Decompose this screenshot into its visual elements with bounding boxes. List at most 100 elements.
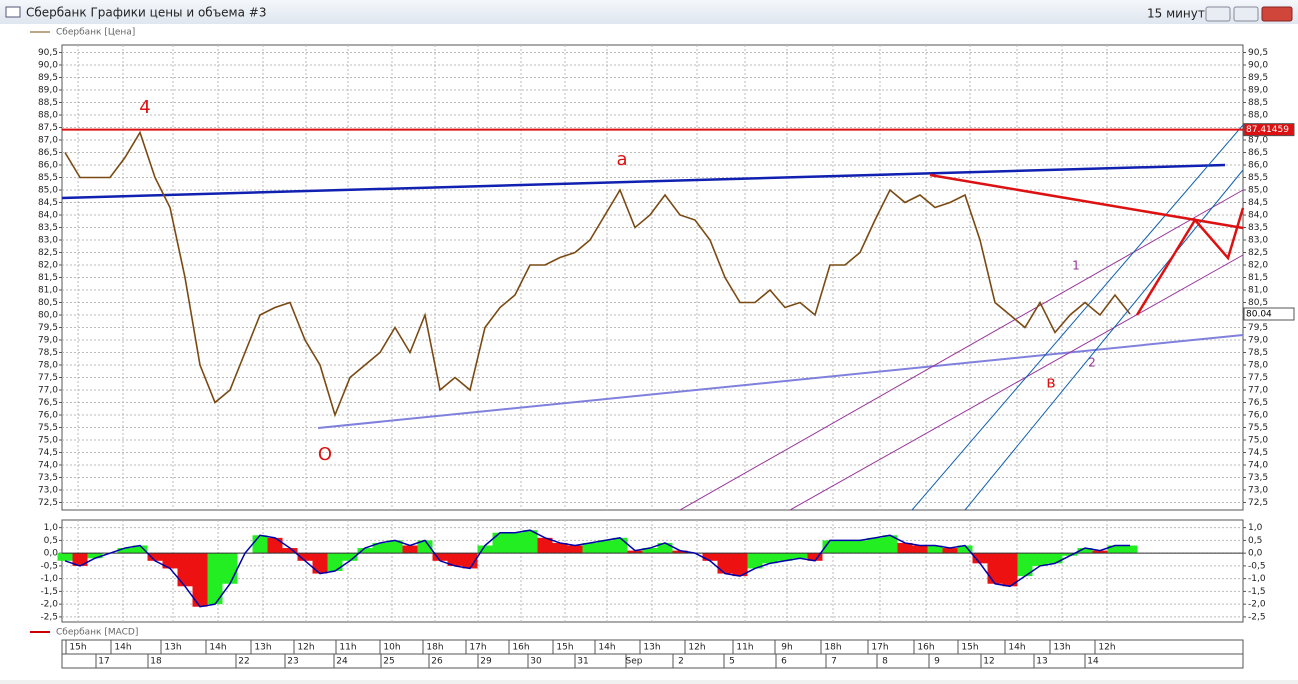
wave-label: 1: [1072, 259, 1080, 273]
legend-label: Сбербанк [Цена]: [56, 28, 135, 38]
macd-bar: [507, 532, 523, 554]
macd-bar: [327, 553, 343, 571]
wave-label: 4: [139, 97, 150, 118]
y-tick-label: -2,5: [1248, 612, 1266, 622]
y-tick-label: 74,0: [38, 461, 58, 471]
hour-label: 13h: [643, 643, 660, 653]
date-label: 6: [781, 657, 787, 667]
macd-bar: [222, 553, 238, 584]
hour-label: 14h: [1008, 643, 1025, 653]
y-tick-label: -1,5: [1248, 587, 1266, 597]
y-tick-label: 84,5: [38, 198, 58, 208]
macd-bar: [537, 537, 553, 554]
macd-bar: [672, 550, 688, 554]
price-tag-label: 87.41459: [1246, 125, 1289, 135]
y-tick-label: 76,0: [1248, 411, 1268, 421]
y-tick-label: 82,5: [1248, 248, 1268, 258]
macd-bar: [267, 537, 283, 554]
price-tag-label: 80.04: [1246, 310, 1272, 320]
timeframe[interactable]: 15 минут: [1147, 7, 1205, 21]
macd-bar: [1032, 553, 1048, 566]
macd-bar: [987, 553, 1003, 584]
y-tick-label: 78,0: [1248, 361, 1268, 371]
minimize-button[interactable]: [1205, 6, 1231, 22]
y-tick-label: 80,0: [38, 311, 58, 321]
y-tick-label: -2,0: [1248, 600, 1266, 610]
y-tick-label: 78,0: [38, 361, 58, 371]
date-label: Sep: [626, 657, 643, 667]
hour-label: 15h: [961, 643, 978, 653]
hour-label: 14h: [209, 643, 226, 653]
price-tag: [1243, 123, 1295, 137]
macd-bar: [402, 545, 418, 554]
y-tick-label: 88,5: [38, 98, 58, 108]
y-tick-label: 81,0: [38, 286, 58, 296]
macd-bar: [1092, 550, 1108, 554]
y-tick-label: 77,5: [1248, 373, 1268, 383]
macd-bar: [357, 548, 373, 554]
date-label: 22: [238, 657, 249, 667]
y-tick-label: -1,5: [40, 587, 58, 597]
y-tick-label: 1,0: [44, 523, 59, 533]
y-tick-label: 79,0: [1248, 336, 1268, 346]
y-tick-label: 90,0: [38, 61, 58, 71]
y-tick-label: 83,5: [1248, 223, 1268, 233]
macd-bar: [342, 553, 358, 561]
y-tick-label: 85,5: [1248, 173, 1268, 183]
macd-bar: [702, 553, 718, 561]
macd-bar: [657, 542, 673, 554]
price-tag: [1243, 307, 1295, 321]
y-tick-label: 89,5: [1248, 73, 1268, 83]
macd-bar: [297, 553, 313, 561]
hour-label: 15h: [556, 643, 573, 653]
y-tick-label: -2,5: [40, 612, 58, 622]
trend-line: [317, 334, 1244, 429]
macd-bar: [807, 553, 823, 561]
y-tick-label: 0,0: [44, 549, 59, 559]
y-tick-label: 77,5: [38, 373, 58, 383]
y-tick-label: 75,0: [1248, 436, 1268, 446]
macd-bar: [312, 553, 328, 574]
date-label: 23: [287, 657, 298, 667]
y-tick-label: 72,5: [1248, 498, 1268, 508]
date-label: 12: [983, 657, 994, 667]
y-tick-label: 1,0: [1248, 523, 1263, 533]
y-tick-label: 79,5: [1248, 323, 1268, 333]
hour-label: 13h: [1053, 643, 1070, 653]
maximize-button[interactable]: [1233, 6, 1259, 22]
macd-bar: [852, 540, 868, 554]
macd-bar: [492, 532, 508, 554]
y-tick-label: 85,0: [1248, 186, 1268, 196]
hour-label: 17h: [469, 643, 486, 653]
macd-bar: [72, 553, 88, 566]
macd-bar: [117, 548, 133, 554]
y-tick-label: 74,0: [1248, 461, 1268, 471]
channel-line: [964, 169, 1244, 511]
channel-line: [911, 124, 1244, 511]
hour-label: 17h: [871, 643, 888, 653]
y-tick-label: 88,0: [1248, 111, 1268, 121]
hour-label: 11h: [736, 643, 753, 653]
y-tick-label: 73,5: [38, 473, 58, 483]
macd-bar: [1002, 553, 1018, 587]
y-tick-label: 89,0: [38, 86, 58, 96]
date-label: 26: [431, 657, 443, 667]
y-tick-label: 86,5: [1248, 148, 1268, 158]
macd-bar: [552, 542, 568, 554]
macd-bar: [612, 537, 628, 554]
y-tick-label: 81,5: [38, 273, 58, 283]
close-button[interactable]: [1261, 6, 1293, 22]
y-tick-label: 76,5: [1248, 398, 1268, 408]
y-tick-label: 85,5: [38, 173, 58, 183]
macd-bar: [567, 545, 583, 554]
y-tick-label: 0,0: [1248, 549, 1263, 559]
hour-label: 13h: [164, 643, 181, 653]
date-label: 18: [150, 657, 162, 667]
macd-bar: [147, 553, 163, 561]
wave-label: O: [318, 444, 332, 465]
forecast-path: [1135, 207, 1245, 316]
date-label: 7: [831, 657, 837, 667]
macd-bar: [627, 550, 643, 554]
hour-label: 16h: [512, 643, 529, 653]
